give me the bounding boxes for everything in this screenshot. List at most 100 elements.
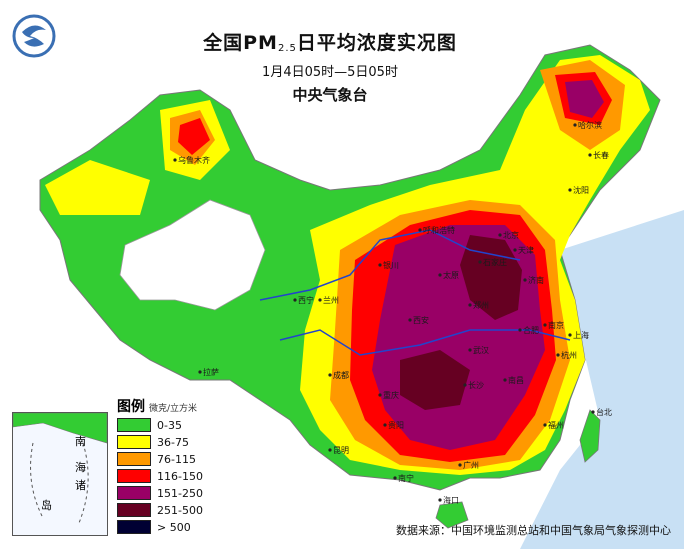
legend-label: > 500 xyxy=(157,520,191,534)
city-marker: 上海 xyxy=(568,330,589,340)
city-label: 重庆 xyxy=(383,390,399,400)
legend-swatch xyxy=(117,503,151,517)
legend-label: 251-500 xyxy=(157,503,203,517)
city-dot xyxy=(378,393,382,397)
city-label: 北京 xyxy=(503,230,519,240)
city-marker: 呼和浩特 xyxy=(418,225,455,235)
city-label: 乌鲁木齐 xyxy=(178,155,210,165)
city-dot xyxy=(468,348,472,352)
legend-label: 0-35 xyxy=(157,418,182,432)
city-dot xyxy=(588,153,592,157)
city-marker: 北京 xyxy=(498,230,519,240)
city-dot xyxy=(568,188,572,192)
city-marker: 贵阳 xyxy=(383,420,404,430)
city-dot xyxy=(591,410,595,414)
city-dot xyxy=(498,233,502,237)
city-marker: 兰州 xyxy=(318,295,339,305)
yangtze-river xyxy=(279,329,571,356)
city-label: 呼和浩特 xyxy=(423,225,455,235)
city-marker: 福州 xyxy=(543,421,564,430)
city-label: 济南 xyxy=(528,275,544,285)
city-marker: 西宁 xyxy=(293,295,314,305)
legend-swatch xyxy=(117,469,151,483)
data-source: 数据来源：中国环境监测总站和中国气象局气象探测中心 xyxy=(396,524,671,537)
legend-item: 0-35 xyxy=(117,417,203,433)
city-dot xyxy=(408,318,412,322)
city-label: 上海 xyxy=(573,330,589,340)
city-label: 拉萨 xyxy=(203,367,219,377)
city-marker: 武汉 xyxy=(468,345,489,355)
city-dot xyxy=(573,123,577,127)
city-label: 合肥 xyxy=(523,325,539,335)
legend-swatch xyxy=(117,520,151,534)
city-marker: 重庆 xyxy=(378,390,399,400)
city-dot xyxy=(543,423,547,427)
city-dot xyxy=(458,463,462,467)
city-marker: 海口 xyxy=(438,495,459,505)
city-dot xyxy=(568,333,572,337)
city-dot xyxy=(418,228,422,232)
city-dot xyxy=(328,373,332,377)
city-dot xyxy=(518,328,522,332)
city-label: 石家庄 xyxy=(483,257,507,267)
no-data-area xyxy=(119,199,266,311)
south-china-sea-inset: 南 海 诸 岛 xyxy=(12,412,108,536)
inset-label-1: 南 xyxy=(75,435,86,448)
city-dot xyxy=(463,383,467,387)
city-label: 南昌 xyxy=(508,375,524,385)
legend-swatch xyxy=(117,452,151,466)
city-label: 杭州 xyxy=(561,350,577,360)
city-marker: 合肥 xyxy=(518,325,539,335)
city-label: 银川 xyxy=(383,260,399,270)
city-dot xyxy=(318,298,322,302)
hainan-island xyxy=(435,501,469,529)
city-label: 天津 xyxy=(518,245,534,255)
city-marker: 杭州 xyxy=(556,350,577,360)
weather-logo xyxy=(12,14,56,58)
city-label: 昆明 xyxy=(333,446,349,455)
city-marker: 沈阳 xyxy=(568,185,589,195)
city-marker: 银川 xyxy=(378,260,399,270)
inset-label-3: 诸 xyxy=(75,479,86,492)
legend-item: 116-150 xyxy=(117,468,203,484)
city-dot xyxy=(478,260,482,264)
city-marker: 昆明 xyxy=(328,446,349,455)
city-marker: 乌鲁木齐 xyxy=(173,155,210,165)
taiwan-island xyxy=(579,409,601,463)
legend-label: 151-250 xyxy=(157,486,203,500)
inset-label-4: 岛 xyxy=(41,498,52,512)
city-dot xyxy=(173,158,177,162)
city-label: 贵阳 xyxy=(388,420,404,430)
city-marker: 哈尔滨 xyxy=(573,120,602,130)
city-label: 哈尔滨 xyxy=(578,120,602,130)
city-label: 西宁 xyxy=(298,295,314,305)
city-marker: 南宁 xyxy=(393,473,414,483)
city-label: 西安 xyxy=(413,315,429,325)
city-label: 海口 xyxy=(443,495,459,505)
city-marker: 郑州 xyxy=(468,300,489,310)
city-dot xyxy=(468,303,472,307)
city-label: 福州 xyxy=(548,421,564,430)
city-dot xyxy=(383,423,387,427)
city-marker: 台北 xyxy=(591,407,612,417)
city-label: 长沙 xyxy=(468,380,484,390)
city-marker: 西安 xyxy=(408,315,429,325)
city-marker: 拉萨 xyxy=(198,367,219,377)
city-marker: 石家庄 xyxy=(478,257,507,267)
city-label: 广州 xyxy=(463,460,479,470)
city-dot xyxy=(198,370,202,374)
legend-item: 76-115 xyxy=(117,451,203,467)
page-title: 全国PM2.5日平均浓度实况图 xyxy=(203,32,457,54)
legend-title: 图例 微克/立方米 xyxy=(117,399,198,415)
city-dot xyxy=(523,278,527,282)
city-marker: 南昌 xyxy=(503,375,524,385)
city-marker: 广州 xyxy=(458,460,479,470)
title-block: 全国PM2.5日平均浓度实况图 1月4日05时—5日05时 中央气象台 xyxy=(200,28,460,105)
legend-swatch xyxy=(117,418,151,432)
legend: 图例 微克/立方米 0-35 36-75 76-115 116-150 151-250 25… xyxy=(117,396,203,535)
city-label: 成都 xyxy=(333,370,349,380)
city-label: 台北 xyxy=(596,407,612,417)
